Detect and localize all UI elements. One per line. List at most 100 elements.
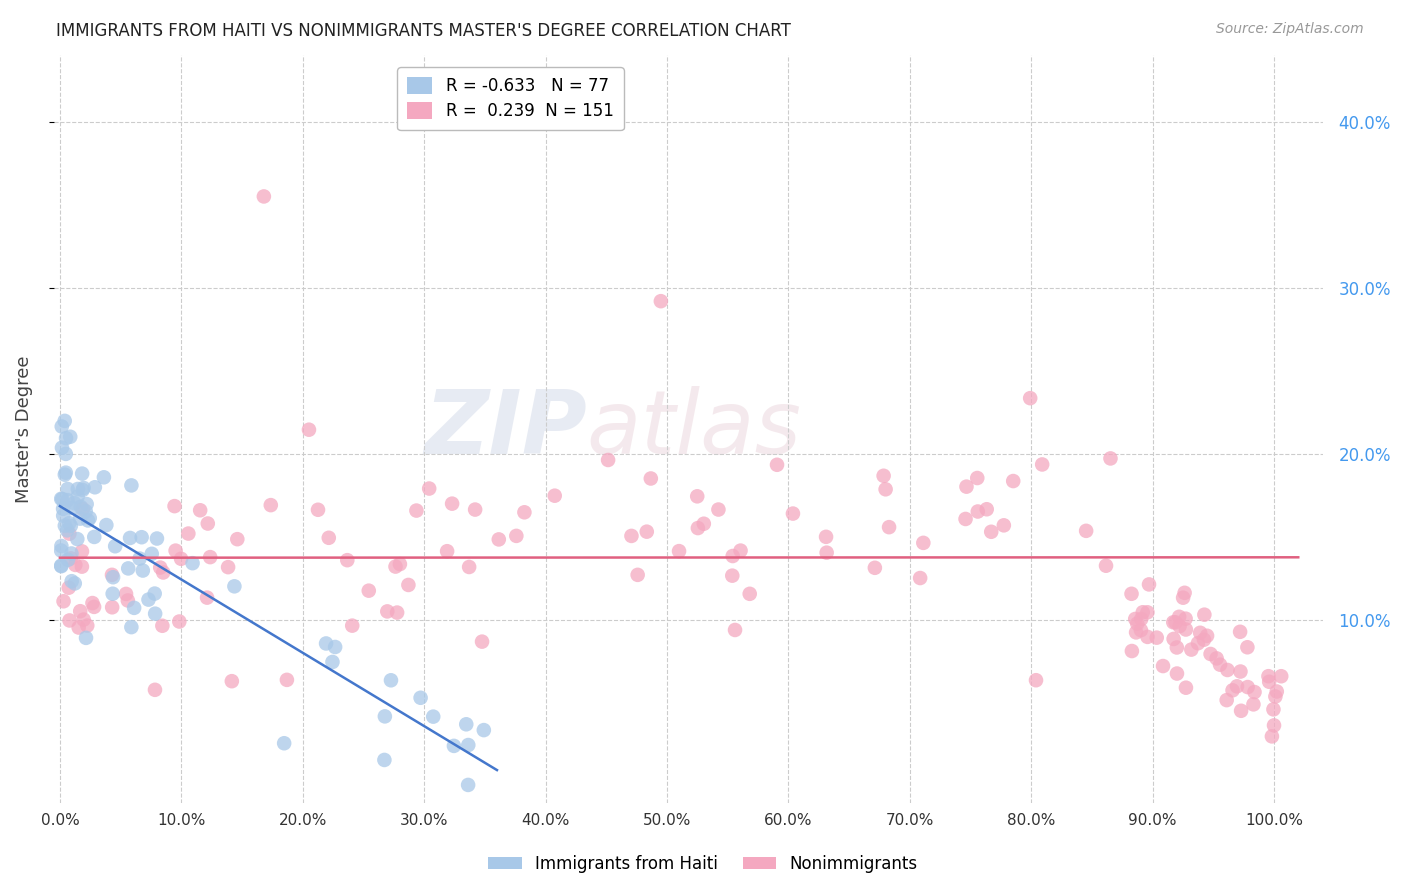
Point — [1174, 612, 1197, 626]
Point — [1161, 615, 1184, 630]
Point — [373, 753, 395, 767]
Point — [82, 596, 104, 610]
Point — [1258, 674, 1281, 689]
Point — [1166, 666, 1188, 681]
Point — [69, 604, 91, 618]
Point — [374, 709, 396, 723]
Point — [66, 532, 89, 546]
Point — [101, 600, 124, 615]
Point — [544, 489, 567, 503]
Point — [58, 516, 80, 530]
Point — [59, 519, 82, 533]
Point — [1146, 631, 1168, 645]
Point — [1126, 616, 1149, 631]
Point — [315, 636, 337, 650]
Point — [457, 738, 479, 752]
Point — [69, 511, 91, 525]
Point — [75, 631, 97, 645]
Text: ZIP: ZIP — [425, 385, 586, 473]
Point — [1164, 615, 1187, 630]
Point — [273, 736, 295, 750]
Point — [1216, 663, 1239, 677]
Point — [456, 717, 478, 731]
Point — [1031, 458, 1053, 472]
Point — [104, 539, 127, 553]
Point — [388, 557, 411, 571]
Point — [357, 583, 380, 598]
Point — [766, 458, 789, 472]
Point — [83, 599, 105, 614]
Point — [51, 441, 73, 455]
Point — [52, 501, 75, 516]
Point — [150, 619, 173, 633]
Point — [58, 614, 80, 628]
Point — [323, 640, 346, 654]
Point — [72, 502, 94, 516]
Point — [815, 546, 838, 560]
Point — [76, 618, 98, 632]
Point — [596, 453, 619, 467]
Point — [1025, 673, 1047, 688]
Point — [1168, 619, 1191, 633]
Point — [877, 520, 900, 534]
Text: atlas: atlas — [586, 386, 801, 472]
Point — [53, 414, 76, 428]
Point — [1166, 640, 1188, 655]
Point — [336, 553, 359, 567]
Point — [49, 543, 72, 558]
Point — [143, 607, 166, 621]
Point — [488, 533, 510, 547]
Point — [58, 581, 80, 595]
Point — [56, 524, 79, 538]
Legend: Immigrants from Haiti, Nonimmigrants: Immigrants from Haiti, Nonimmigrants — [482, 848, 924, 880]
Point — [1174, 681, 1197, 695]
Point — [815, 530, 838, 544]
Point — [188, 503, 211, 517]
Point — [298, 423, 321, 437]
Point — [72, 613, 94, 627]
Point — [1129, 623, 1152, 637]
Point — [51, 419, 73, 434]
Point — [163, 499, 186, 513]
Point — [55, 431, 77, 445]
Point — [65, 558, 87, 572]
Point — [101, 570, 124, 584]
Point — [79, 511, 101, 525]
Point — [1168, 609, 1191, 624]
Point — [195, 591, 218, 605]
Point — [60, 546, 83, 560]
Point — [165, 543, 187, 558]
Point — [101, 587, 124, 601]
Point — [693, 516, 716, 531]
Point — [66, 490, 89, 504]
Point — [1194, 607, 1216, 622]
Point — [955, 512, 977, 526]
Point — [63, 496, 86, 510]
Point — [385, 606, 408, 620]
Point — [627, 567, 650, 582]
Point — [1099, 451, 1122, 466]
Point — [120, 620, 142, 634]
Point — [132, 564, 155, 578]
Point — [198, 550, 221, 565]
Point — [668, 544, 690, 558]
Point — [640, 471, 662, 485]
Point — [1197, 629, 1219, 643]
Point — [253, 189, 276, 203]
Point — [422, 709, 444, 723]
Point — [226, 532, 249, 546]
Point — [1263, 702, 1285, 716]
Point — [872, 468, 894, 483]
Point — [409, 690, 432, 705]
Point — [443, 739, 465, 753]
Point — [276, 673, 298, 687]
Point — [966, 504, 988, 518]
Point — [1270, 669, 1292, 683]
Point — [686, 489, 709, 503]
Point — [169, 615, 191, 629]
Point — [143, 682, 166, 697]
Point — [1229, 624, 1251, 639]
Point — [1123, 612, 1146, 626]
Point — [721, 549, 744, 563]
Point — [966, 471, 988, 485]
